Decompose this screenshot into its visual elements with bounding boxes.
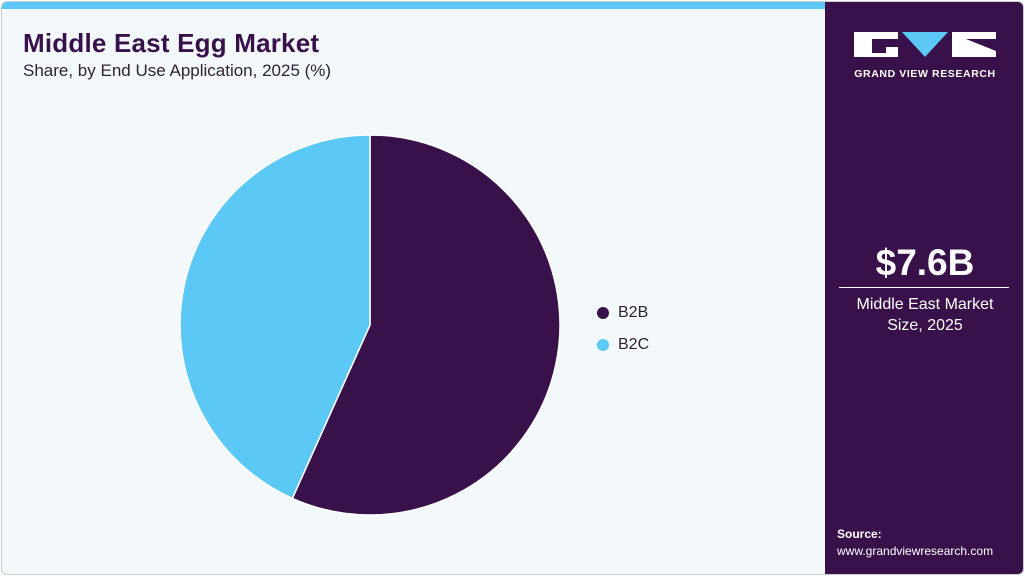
legend-label: B2C bbox=[618, 336, 650, 353]
pie-chart bbox=[179, 134, 561, 516]
market-size-label: Middle East Market Size, 2025 bbox=[825, 294, 1023, 336]
chart-subtitle: Share, by End Use Application, 2025 (%) bbox=[23, 61, 332, 80]
accent-top-bar bbox=[2, 2, 825, 9]
market-size-value: $7.6B bbox=[875, 242, 975, 283]
chart-title: Middle East Egg Market bbox=[23, 28, 320, 58]
market-size-label-line1: Middle East Market bbox=[856, 296, 994, 313]
legend-dot-b2b-icon bbox=[597, 307, 609, 319]
source-title: Source: bbox=[837, 527, 882, 541]
divider bbox=[839, 287, 1009, 288]
pie-slice-b2b[interactable] bbox=[291, 134, 561, 516]
legend-item-b2b[interactable]: B2B bbox=[597, 297, 649, 329]
chart-legend: B2B B2C bbox=[597, 297, 649, 361]
gvr-logo-icon bbox=[854, 32, 996, 57]
pie-slice-b2c[interactable] bbox=[179, 134, 371, 500]
source-link[interactable]: www.grandviewresearch.com bbox=[837, 544, 994, 558]
legend-label: B2B bbox=[618, 304, 649, 321]
legend-dot-b2c-icon bbox=[597, 339, 609, 351]
sidebar-panel: GRAND VIEW RESEARCH $7.6B Middle East Ma… bbox=[825, 2, 1023, 574]
legend-item-b2c[interactable]: B2C bbox=[597, 329, 649, 361]
market-size-label-line2: Size, 2025 bbox=[887, 317, 963, 334]
brand-name: GRAND VIEW RESEARCH bbox=[854, 68, 996, 80]
